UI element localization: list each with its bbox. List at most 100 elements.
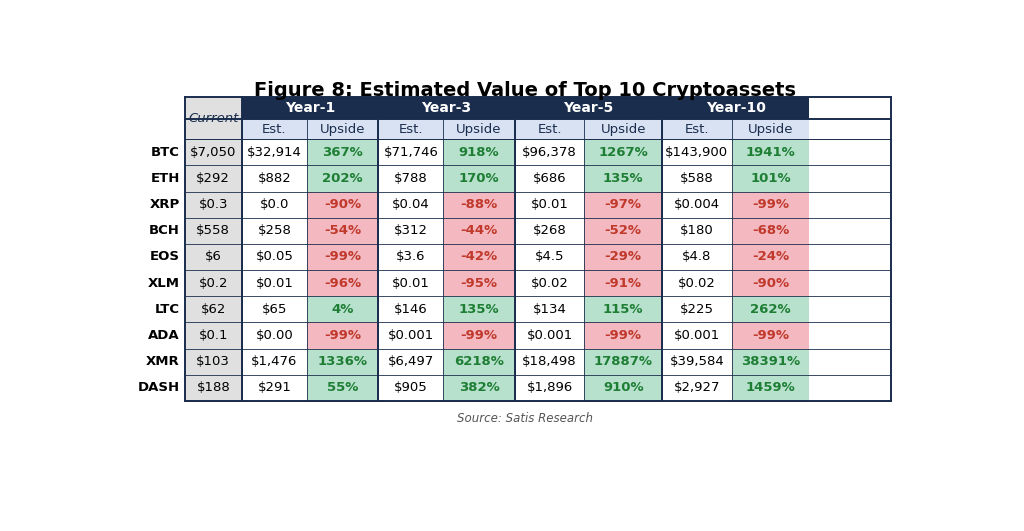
Text: $312: $312 xyxy=(394,224,428,237)
Bar xyxy=(585,349,662,375)
Bar xyxy=(443,165,515,192)
Text: $0.01: $0.01 xyxy=(530,198,568,211)
Text: Year-1: Year-1 xyxy=(285,101,335,115)
Text: 6218%: 6218% xyxy=(454,355,504,368)
Text: $0.004: $0.004 xyxy=(674,198,720,211)
Bar xyxy=(515,139,585,165)
Text: -29%: -29% xyxy=(605,251,642,263)
Text: $6: $6 xyxy=(205,251,221,263)
Text: -99%: -99% xyxy=(752,198,788,211)
Bar xyxy=(585,244,662,270)
Text: 115%: 115% xyxy=(603,303,643,316)
Text: Year-10: Year-10 xyxy=(706,101,766,115)
Bar xyxy=(732,322,809,349)
Bar xyxy=(732,296,809,322)
Text: Current: Current xyxy=(188,112,239,124)
Bar xyxy=(732,119,809,139)
Text: Figure 8: Estimated Value of Top 10 Cryptoassets: Figure 8: Estimated Value of Top 10 Cryp… xyxy=(254,81,796,100)
Text: LTC: LTC xyxy=(155,303,180,316)
Text: -99%: -99% xyxy=(325,329,361,342)
Text: Upside: Upside xyxy=(600,123,646,135)
Text: $0.001: $0.001 xyxy=(674,329,720,342)
Bar xyxy=(443,218,515,244)
Bar xyxy=(585,270,662,296)
Text: -44%: -44% xyxy=(461,224,498,237)
Bar xyxy=(443,244,515,270)
Text: 1459%: 1459% xyxy=(745,381,796,395)
Text: $258: $258 xyxy=(258,224,292,237)
Bar xyxy=(732,270,809,296)
Bar xyxy=(515,296,585,322)
Text: -88%: -88% xyxy=(461,198,498,211)
Text: $292: $292 xyxy=(197,172,230,185)
Text: -99%: -99% xyxy=(461,329,498,342)
Text: $4.5: $4.5 xyxy=(535,251,564,263)
Text: -97%: -97% xyxy=(605,198,642,211)
Bar xyxy=(307,218,378,244)
Bar xyxy=(184,375,242,401)
Text: $905: $905 xyxy=(394,381,428,395)
Text: $588: $588 xyxy=(680,172,714,185)
Text: $39,584: $39,584 xyxy=(670,355,724,368)
Bar xyxy=(184,296,242,322)
Bar xyxy=(662,349,732,375)
Text: $32,914: $32,914 xyxy=(247,146,302,159)
Text: -99%: -99% xyxy=(605,329,642,342)
Text: Est.: Est. xyxy=(262,123,287,135)
Text: $4.8: $4.8 xyxy=(682,251,712,263)
Text: $134: $134 xyxy=(532,303,566,316)
Text: -52%: -52% xyxy=(605,224,642,237)
Bar xyxy=(585,218,662,244)
Text: 135%: 135% xyxy=(603,172,643,185)
Text: ADA: ADA xyxy=(148,329,180,342)
Bar xyxy=(378,296,443,322)
Text: EOS: EOS xyxy=(150,251,180,263)
Bar xyxy=(242,192,307,218)
Bar xyxy=(307,165,378,192)
Bar xyxy=(242,97,378,119)
Bar xyxy=(307,244,378,270)
Bar xyxy=(662,139,732,165)
Bar xyxy=(242,218,307,244)
Bar xyxy=(242,165,307,192)
Text: -24%: -24% xyxy=(752,251,790,263)
Text: $0.02: $0.02 xyxy=(678,277,716,290)
Bar xyxy=(585,119,662,139)
Text: -54%: -54% xyxy=(325,224,361,237)
Bar xyxy=(662,97,809,119)
Text: Est.: Est. xyxy=(398,123,423,135)
Text: Upside: Upside xyxy=(748,123,794,135)
Text: 38391%: 38391% xyxy=(741,355,800,368)
Text: $225: $225 xyxy=(680,303,714,316)
Bar xyxy=(443,322,515,349)
Text: $268: $268 xyxy=(532,224,566,237)
Text: -91%: -91% xyxy=(605,277,642,290)
Text: $103: $103 xyxy=(197,355,230,368)
Bar xyxy=(242,296,307,322)
Bar xyxy=(585,139,662,165)
Bar xyxy=(732,218,809,244)
Text: $0.00: $0.00 xyxy=(256,329,293,342)
Text: $7,050: $7,050 xyxy=(190,146,237,159)
Bar xyxy=(515,218,585,244)
Text: 17887%: 17887% xyxy=(594,355,652,368)
Bar xyxy=(515,270,585,296)
Text: $558: $558 xyxy=(197,224,230,237)
Text: $0.01: $0.01 xyxy=(256,277,294,290)
Bar xyxy=(242,139,307,165)
Text: $0.2: $0.2 xyxy=(199,277,228,290)
Bar xyxy=(184,349,242,375)
Text: $0.01: $0.01 xyxy=(392,277,430,290)
Text: $6,497: $6,497 xyxy=(388,355,434,368)
Text: $1,476: $1,476 xyxy=(251,355,298,368)
Text: $0.04: $0.04 xyxy=(392,198,430,211)
Bar xyxy=(242,119,307,139)
Bar xyxy=(662,270,732,296)
Text: $180: $180 xyxy=(680,224,714,237)
Bar xyxy=(242,322,307,349)
Text: BCH: BCH xyxy=(150,224,180,237)
Bar xyxy=(585,322,662,349)
Text: ETH: ETH xyxy=(151,172,180,185)
Text: $143,900: $143,900 xyxy=(666,146,728,159)
Text: $62: $62 xyxy=(201,303,226,316)
